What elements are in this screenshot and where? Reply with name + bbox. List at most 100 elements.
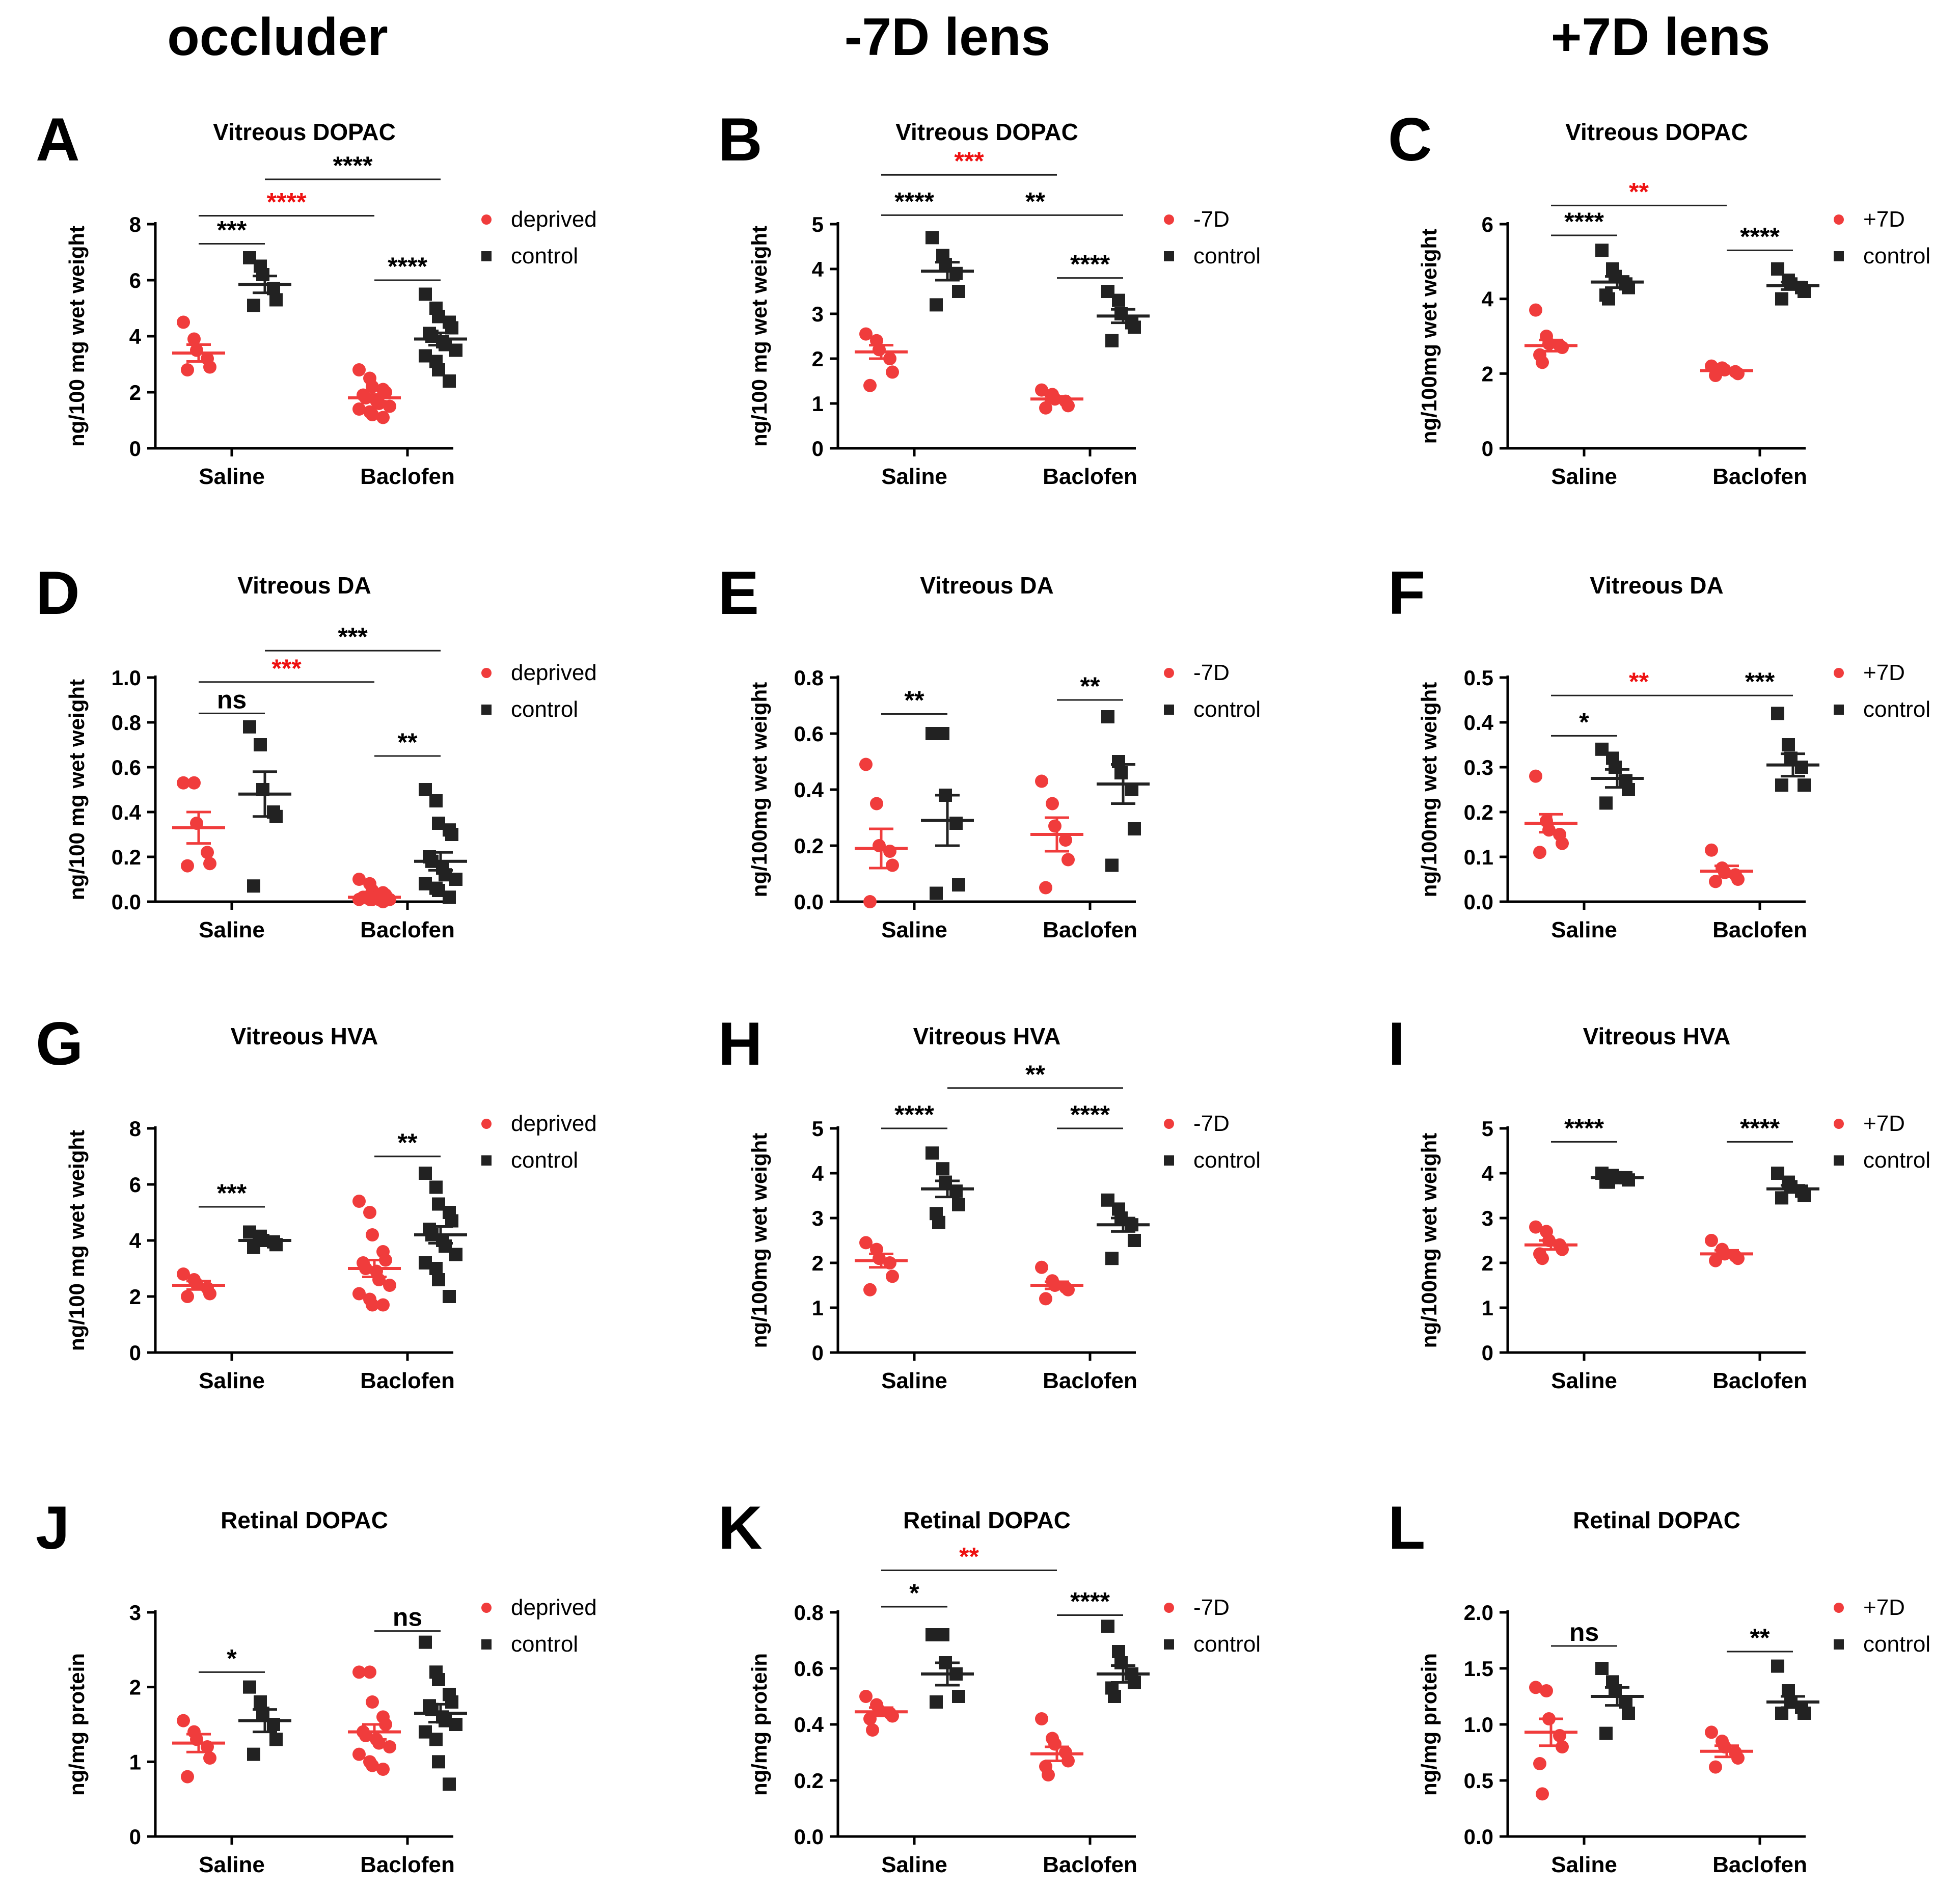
panel-G: G Vitreous HVA ng/100 mg wet weight 0 2 4 6 8 Sa… <box>36 1010 597 1393</box>
control-point <box>949 1184 963 1198</box>
control-point <box>419 1167 432 1180</box>
y-tick-label: 1 <box>812 1296 824 1320</box>
panel-H: H Vitreous HVA ng/100mg wet weight 0 1 2 3 4 5 Sa… <box>718 1010 1261 1393</box>
legend-treated-marker <box>1164 668 1174 678</box>
control-point <box>1798 1189 1811 1202</box>
treated-point <box>859 758 873 771</box>
significance-label: ns <box>1569 1618 1599 1646</box>
control-point <box>432 363 445 376</box>
y-tick-label: 0.5 <box>1464 666 1493 690</box>
y-axis-label: ng/mg protein <box>747 1653 771 1796</box>
panel-title: Vitreous DOPAC <box>895 119 1078 145</box>
control-point <box>443 1777 456 1791</box>
panel-title: Vitreous DA <box>237 572 371 599</box>
control-point <box>254 738 267 751</box>
legend-label: control <box>511 697 578 722</box>
treated-point <box>181 1290 194 1303</box>
legend-treated-marker <box>1164 1119 1174 1129</box>
panel-C: C Vitreous DOPAC ng/100mg wet weight 0 2 4 6 Sa… <box>1388 105 1930 489</box>
control-point <box>419 1635 432 1649</box>
treated-point <box>366 1759 379 1772</box>
x-tick-label: Baclofen <box>1043 1852 1137 1877</box>
y-axis-label: ng/100mg wet weight <box>1417 229 1441 444</box>
treated-point <box>1533 1757 1546 1770</box>
control-point <box>449 1248 462 1261</box>
treated-point <box>177 1714 190 1727</box>
legend-treated-marker <box>1834 1603 1844 1613</box>
x-tick-label: Saline <box>1551 1852 1617 1877</box>
y-tick-label: 4 <box>1482 1161 1494 1185</box>
y-tick-label: 2 <box>129 1285 141 1309</box>
y-tick-label: 1 <box>812 392 824 416</box>
legend-label: deprived <box>511 1595 597 1620</box>
y-axis-label: ng/100mg wet weight <box>747 682 771 897</box>
y-tick-label: 5 <box>812 212 824 236</box>
control-point <box>1105 1252 1119 1265</box>
treated-point <box>376 1763 390 1776</box>
control-point <box>949 817 963 830</box>
y-tick-label: 0 <box>129 1341 141 1365</box>
x-tick-label: Baclofen <box>1043 464 1137 489</box>
panel-E: E Vitreous DA ng/100mg wet weight 0.0 0.2 0.4… <box>718 559 1261 942</box>
y-tick-label: 1 <box>129 1750 141 1774</box>
y-tick-label: 1.0 <box>112 666 141 690</box>
control-point <box>1622 1707 1635 1720</box>
legend-treated-marker <box>1164 1603 1174 1613</box>
treated-point <box>1046 797 1059 811</box>
legend-control-marker <box>1164 251 1174 261</box>
legend-control-marker <box>1834 1639 1844 1650</box>
x-tick-label: Baclofen <box>1712 917 1807 942</box>
panel-L: L Retinal DOPAC ng/mg protein 0.0 0.5 1.0 1.5 2… <box>1388 1494 1930 1877</box>
x-tick-label: Baclofen <box>1712 1852 1807 1877</box>
treated-point <box>1556 836 1569 850</box>
significance-label: **** <box>1564 1114 1604 1142</box>
treated-point <box>1705 843 1718 857</box>
treated-point <box>1536 356 1549 369</box>
y-tick-label: 0.0 <box>794 1825 824 1849</box>
treated-point <box>1731 873 1745 886</box>
control-point <box>1112 1645 1125 1658</box>
significance-label: *** <box>954 147 984 175</box>
legend-label: -7D <box>1193 660 1230 685</box>
panel-letter: A <box>36 105 80 174</box>
treated-point <box>187 332 201 346</box>
x-tick-label: Saline <box>1551 1368 1617 1393</box>
panel-title: Vitreous DA <box>1590 572 1723 599</box>
legend-label: control <box>1193 1632 1261 1657</box>
x-tick-label: Baclofen <box>1712 1368 1807 1393</box>
treated-point <box>177 776 190 790</box>
control-point <box>1112 293 1125 307</box>
control-point <box>1775 778 1788 792</box>
control-point <box>1595 244 1609 257</box>
panel-title: Vitreous HVA <box>913 1023 1061 1049</box>
treated-point <box>366 408 379 421</box>
treated-point <box>1035 774 1048 788</box>
treated-point <box>181 859 194 873</box>
legend-label: control <box>1863 244 1930 268</box>
control-point <box>1105 858 1119 872</box>
control-point <box>1101 1619 1114 1633</box>
panel-I: I Vitreous HVA ng/100mg wet weight 0 1 2 3 4 5 Sa… <box>1388 1010 1930 1393</box>
legend-label: deprived <box>511 207 597 232</box>
control-point <box>1599 1726 1613 1740</box>
significance-label: ** <box>1025 187 1045 215</box>
y-tick-label: 0.5 <box>1464 1769 1493 1793</box>
control-point <box>1114 766 1128 779</box>
legend-label: -7D <box>1193 1111 1230 1136</box>
control-point <box>936 1162 949 1176</box>
y-tick-label: 1.5 <box>1464 1657 1493 1681</box>
significance-label: **** <box>1564 207 1604 236</box>
control-point <box>445 828 458 841</box>
y-tick-label: 0.2 <box>112 845 141 869</box>
control-point <box>1775 292 1788 306</box>
y-axis-label: ng/100mg wet weight <box>1417 1133 1441 1348</box>
significance-label: *** <box>1745 667 1775 696</box>
panel-letter: K <box>718 1494 763 1562</box>
x-tick-label: Saline <box>199 1368 265 1393</box>
treated-point <box>383 1740 396 1753</box>
x-tick-label: Baclofen <box>1712 464 1807 489</box>
y-tick-label: 2 <box>129 1676 141 1699</box>
legend-control-marker <box>1164 1155 1174 1166</box>
treated-point <box>352 1195 366 1208</box>
treated-point <box>1536 1252 1549 1265</box>
